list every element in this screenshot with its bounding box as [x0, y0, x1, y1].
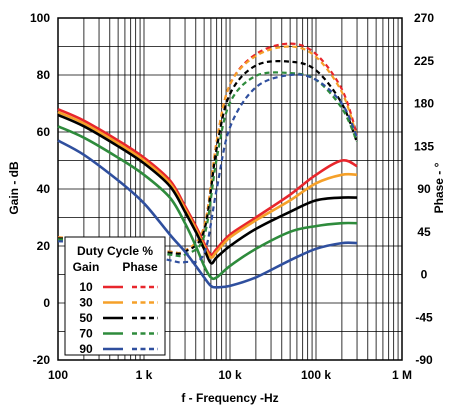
legend-label-70: 70	[79, 327, 93, 341]
y2-tick-label: 45	[417, 225, 431, 239]
x-tick-label: 1 k	[136, 368, 153, 382]
y-tick-label: 40	[37, 182, 51, 196]
x-tick-label: 1 M	[392, 368, 412, 382]
y2-axis-title: Phase - °	[432, 162, 446, 213]
y-tick-label: 100	[30, 11, 50, 25]
legend-title: Duty Cycle %	[77, 244, 153, 258]
y2-tick-label: 0	[421, 268, 428, 282]
y-axis-title: Gain - dB	[7, 161, 21, 215]
legend-label-90: 90	[79, 342, 93, 356]
legend-col-gain: Gain	[73, 260, 100, 274]
y2-tick-label: 225	[414, 54, 434, 68]
y2-tick-label: 135	[414, 139, 434, 153]
gain-line-70	[57, 125, 358, 281]
legend-label-30: 30	[79, 296, 93, 310]
x-axis-ticks: 100 1 k 10 k 100 k 1 M	[48, 368, 412, 382]
x-tick-label: 100 k	[301, 368, 331, 382]
y-tick-label: 80	[37, 68, 51, 82]
y2-tick-label: 270	[414, 11, 434, 25]
legend-label-10: 10	[79, 280, 93, 294]
y2-tick-label: 180	[414, 97, 434, 111]
y-tick-label: -20	[33, 353, 51, 367]
y-tick-label: 0	[43, 296, 50, 310]
gain-line-30	[57, 110, 358, 259]
y2-tick-label: -90	[415, 353, 433, 367]
legend-label-50: 50	[79, 311, 93, 325]
x-tick-label: 100	[48, 368, 68, 382]
gain-line-50	[57, 113, 358, 265]
y-tick-label: 20	[37, 239, 51, 253]
x-tick-label: 10 k	[218, 368, 242, 382]
plot-frame	[57, 17, 403, 361]
y2-axis-ticks: -90 -45 0 45 90 135 180 225 270	[414, 11, 434, 367]
plot-border	[57, 17, 403, 361]
y2-tick-label: 90	[417, 182, 431, 196]
y2-tick-label: -45	[415, 310, 433, 324]
legend-col-phase: Phase	[122, 260, 158, 274]
legend-box	[64, 236, 166, 356]
y-tick-label: 60	[37, 125, 51, 139]
x-axis-title: f - Frequency -Hz	[181, 391, 278, 405]
y-axis-ticks: -20 0 20 40 60 80 100	[30, 11, 50, 367]
gain-line-90	[57, 139, 358, 289]
